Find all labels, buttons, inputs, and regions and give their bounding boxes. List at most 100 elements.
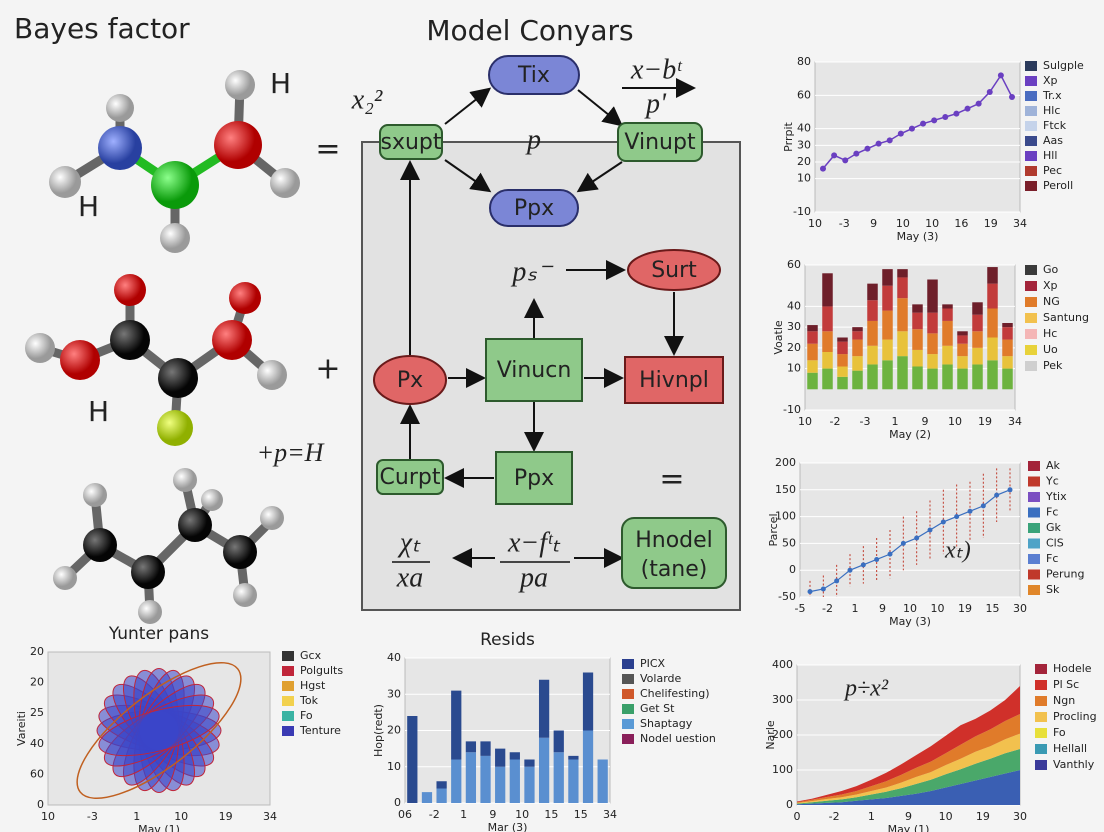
y-tick-label: 10	[387, 760, 401, 773]
node-label: Hivnpl	[639, 368, 709, 393]
bar-segment	[421, 792, 433, 803]
point	[807, 589, 813, 595]
y-tick-label: 0	[394, 796, 401, 809]
x-tick-label: 9	[922, 415, 929, 428]
point	[864, 145, 871, 152]
y-axis-label: Prrpit	[782, 121, 795, 151]
legend-label: Peroll	[1043, 179, 1073, 192]
bar-segment	[568, 755, 579, 760]
bar-segment	[407, 716, 418, 803]
legend-label: Procling	[1053, 710, 1097, 723]
y-tick-label: 80	[797, 55, 811, 68]
bar-segment	[807, 360, 818, 373]
node-label: sxupt	[380, 130, 441, 155]
x-tick-label: -2	[822, 602, 833, 615]
legend-label: Tr.x	[1042, 89, 1062, 102]
point	[853, 150, 860, 157]
bar-segment	[568, 759, 579, 803]
legend-label: Hc	[1043, 327, 1057, 340]
chart-title: Resids	[480, 630, 535, 650]
y-axis-label: Vareiti	[15, 711, 28, 746]
legend-swatch	[1025, 313, 1037, 323]
x-tick-label: 34	[263, 810, 277, 823]
x-tick-label: 16	[954, 217, 968, 230]
legend-swatch	[1035, 680, 1047, 690]
legend-label: Uo	[1043, 343, 1058, 356]
legend-swatch	[282, 711, 294, 721]
bar-segment	[972, 314, 983, 332]
bar-segment	[867, 345, 878, 365]
point	[994, 492, 1000, 498]
bar-segment	[436, 781, 447, 789]
bar-segment	[867, 300, 878, 321]
legend-swatch	[1025, 329, 1037, 339]
diagram-title: Model Conyars	[426, 14, 633, 47]
x-axis-label: Mav (1)	[138, 823, 180, 832]
y-tick-label: 25	[30, 706, 44, 719]
legend-label: Gcx	[300, 649, 322, 662]
point	[997, 72, 1004, 79]
bar-segment	[927, 312, 938, 334]
legend-label: Santung	[1043, 311, 1089, 324]
bar-segment	[882, 310, 893, 340]
bar-segment	[987, 308, 998, 338]
bar-segment	[972, 302, 983, 315]
legend-label: Aas	[1043, 134, 1063, 147]
point	[831, 152, 838, 159]
legend-swatch	[622, 674, 634, 684]
bar-segment	[451, 759, 462, 803]
y-tick-label: 100	[772, 763, 793, 776]
x-tick-label: -5	[795, 602, 806, 615]
legend-label: Pec	[1043, 164, 1062, 177]
legend-swatch	[1025, 297, 1037, 307]
legend-label: Xp	[1043, 74, 1058, 87]
legend-swatch	[282, 681, 294, 691]
legend-label: Tok	[299, 694, 319, 707]
x-tick-label: 34	[1008, 415, 1022, 428]
plot-area	[799, 462, 1021, 598]
math-label: pa	[518, 562, 548, 593]
legend-label: PICX	[640, 657, 666, 670]
x-tick-label: 1	[892, 415, 899, 428]
bar-segment	[1002, 368, 1013, 390]
legend-label: Hll	[1043, 149, 1057, 162]
legend-swatch	[1028, 554, 1040, 564]
bar-segment	[912, 312, 923, 330]
bar-segment	[553, 730, 564, 753]
legend-label: NG	[1043, 295, 1060, 308]
plot-area	[804, 264, 1016, 411]
point	[1009, 94, 1015, 100]
point	[967, 508, 973, 514]
point	[986, 89, 993, 95]
legend-label: Pl Sc	[1053, 678, 1079, 691]
legend-label: Ngn	[1053, 694, 1075, 707]
annotation: p÷x²	[843, 676, 889, 702]
legend-swatch	[1035, 760, 1047, 770]
y-tick-label: 200	[775, 456, 796, 469]
point	[980, 503, 986, 509]
y-tick-label: -10	[793, 205, 811, 218]
bar-segment	[912, 304, 923, 313]
y-tick-label: 30	[387, 687, 401, 700]
legend-swatch	[1028, 538, 1040, 549]
x-tick-label: 10	[808, 217, 822, 230]
legend-label: Ytix	[1045, 490, 1067, 503]
legend-label: Sulgple	[1043, 59, 1084, 72]
bar-segment	[927, 368, 938, 390]
bar-segment	[927, 279, 938, 313]
x-tick-label: 0	[794, 810, 801, 823]
bar-segment	[942, 308, 953, 321]
point	[953, 110, 960, 117]
x-tick-label: -2	[830, 415, 841, 428]
legend-swatch	[1025, 136, 1037, 146]
legend-swatch	[282, 666, 294, 676]
legend-swatch	[1028, 585, 1040, 595]
chart-title: Yunter pans	[108, 624, 209, 644]
annotation: xₜ)	[944, 538, 971, 564]
bar-segment	[972, 364, 983, 390]
point	[897, 130, 904, 137]
bar-segment	[465, 741, 477, 753]
bar-segment	[972, 347, 983, 365]
legend-swatch	[1035, 664, 1047, 674]
bar-segment	[882, 339, 893, 361]
